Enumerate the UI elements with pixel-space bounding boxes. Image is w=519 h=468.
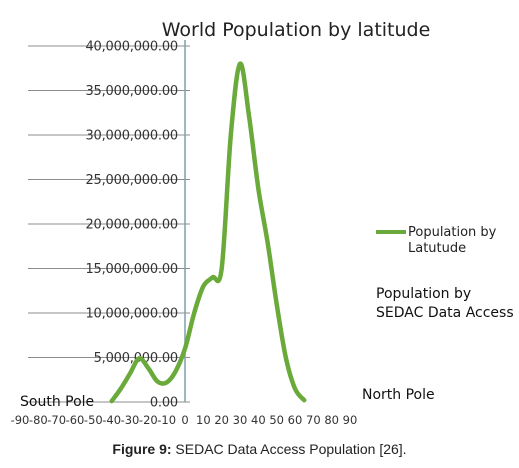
x-tick-label: -10: [157, 413, 176, 427]
x-tick-label: -50: [84, 413, 103, 427]
series-layer: [109, 61, 307, 404]
annotation-line1: Population by: [376, 286, 471, 302]
caption-text: SEDAC Data Access Population [26].: [171, 441, 407, 457]
legend-label-line1: Population by: [408, 225, 497, 240]
legend: Population by Latutude: [376, 225, 497, 256]
x-tick-label: -80: [29, 413, 48, 427]
x-tick-label: 60: [288, 413, 303, 427]
x-tick-label: 20: [214, 413, 229, 427]
population-chart: World Population by latitude 0.005,000,0…: [11, 19, 514, 427]
x-tick-label: 90: [343, 413, 358, 427]
y-tick-label: 0.00: [150, 396, 178, 411]
y-tick-label: 30,000,000.00: [85, 129, 178, 144]
x-tick-label: -60: [66, 413, 85, 427]
legend-label-line2: Latutude: [408, 241, 466, 256]
y-tick-label: 20,000,000.00: [85, 218, 178, 233]
figure-caption: Figure 9: SEDAC Data Access Population […: [0, 441, 519, 457]
annotation-line2: SEDAC Data Access: [376, 305, 514, 321]
caption-label: Figure 9:: [112, 441, 172, 457]
south-pole-label: South Pole: [20, 394, 94, 410]
x-tick-label: -40: [102, 413, 121, 427]
y-tick-label: 15,000,000.00: [85, 262, 178, 277]
north-pole-label: North Pole: [362, 387, 435, 403]
y-tick-label: 10,000,000.00: [85, 307, 178, 322]
y-tick-labels: 0.005,000,000.0010,000,000.0015,000,000.…: [85, 40, 178, 411]
x-tick-label: 10: [196, 413, 211, 427]
x-tick-label: 80: [324, 413, 339, 427]
y-tick-label: 40,000,000.00: [85, 40, 178, 55]
chart-title: World Population by latitude: [162, 19, 431, 41]
gridlines: [28, 45, 190, 403]
x-tick-label: 70: [306, 413, 321, 427]
y-tick-label: 35,000,000.00: [85, 84, 178, 99]
x-tick-label: 0: [181, 413, 188, 427]
x-tick-label: 40: [251, 413, 266, 427]
x-tick-label: -70: [47, 413, 66, 427]
y-tick-label: 25,000,000.00: [85, 173, 178, 188]
series-line: [109, 61, 307, 404]
x-tick-label: -20: [139, 413, 158, 427]
x-tick-label: 50: [269, 413, 284, 427]
x-tick-labels: -90 -80 -70 -60 -50 -40 -30 -20 -10 0 10 20 30 40 50 60…: [11, 413, 358, 427]
x-tick-label: -30: [121, 413, 140, 427]
x-tick-label: 30: [233, 413, 248, 427]
x-tick-label: -90: [11, 413, 30, 427]
